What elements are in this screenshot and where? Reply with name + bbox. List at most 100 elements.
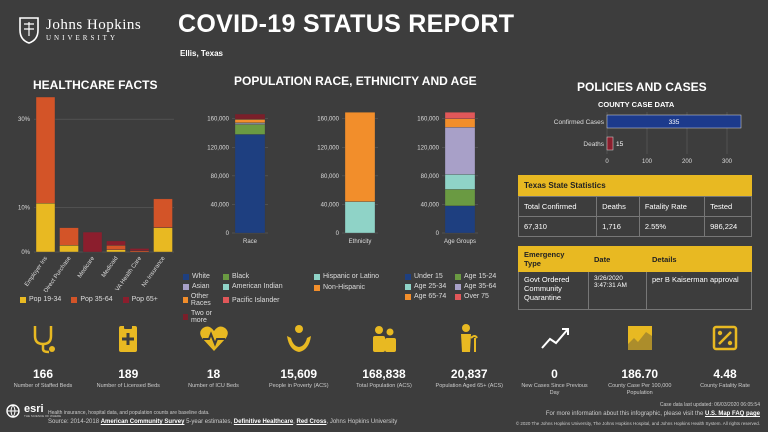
y-tick-label: 160,000: [207, 117, 229, 123]
stats-row: 166 Number of Staffed Beds 189 Number of…: [8, 322, 760, 397]
stat-value: 15,609: [280, 367, 318, 381]
table-header: Date: [588, 246, 647, 272]
footer-note: Health insurance, hospital data, and pop…: [48, 410, 210, 416]
copyright: © 2020 The Johns Hopkins University, The…: [515, 421, 760, 426]
logo-line2: UNIVERSITY: [46, 34, 118, 42]
stat-label: Number of Licensed Beds: [96, 383, 160, 389]
percent-icon: [712, 325, 738, 351]
bar-segment: [444, 189, 476, 207]
bar-segment: [344, 112, 376, 202]
bar-segment: [444, 205, 476, 234]
bar-segment: [106, 245, 126, 250]
population-title: POPULATION RACE, ETHNICITY AND AGE: [234, 74, 477, 88]
age-legend: Under 15 Age 15-24 Age 25-34 Age 35-64 A…: [405, 273, 505, 300]
bar-segment: [59, 227, 79, 246]
people-icon: [373, 326, 396, 352]
bar-segment: [35, 96, 56, 204]
emergency-details: per B Kaiserman approval: [646, 271, 752, 310]
table-header: Emergency Type: [518, 246, 589, 272]
y-tick-label: 40,000: [321, 202, 340, 208]
stat-label: Number of ICU Beds: [188, 383, 239, 389]
bar-segment: [234, 134, 266, 234]
stat-label: County Fatality Rate: [700, 383, 750, 389]
bar-segment: [234, 124, 266, 135]
legend-item: Pacific Islander: [223, 293, 293, 307]
jhu-logo[interactable]: Johns Hopkins UNIVERSITY: [18, 10, 168, 50]
globe-icon: [6, 404, 20, 418]
y-tick-label: 160,000: [417, 117, 439, 123]
y-tick-label: 30%: [18, 117, 31, 123]
data-label: 15: [616, 141, 624, 148]
emergency-date: 3/26/2020 3:47:31 AM: [588, 271, 647, 310]
bar-segment: [444, 127, 476, 175]
stat-label: People in Poverty (ACS): [268, 383, 329, 389]
stat-value: 166: [32, 367, 54, 381]
bar-segment: [153, 227, 173, 253]
page-title: COVID-19 STATUS REPORT: [178, 10, 515, 38]
x-axis-label: Ethnicity: [349, 239, 372, 245]
bar-segment: [234, 113, 266, 120]
emergency-type: Govt Ordered Community Quarantine: [518, 271, 589, 310]
stat-label: Number of Staffed Beds: [13, 383, 73, 389]
table-header: Fatality Rate: [638, 196, 706, 217]
faq-link[interactable]: U.S. Map FAQ page: [704, 411, 760, 417]
legend-item: White: [183, 273, 223, 280]
x-tick-label: Medicaid: [101, 256, 120, 279]
healthcare-title: HEALTHCARE FACTS: [33, 78, 158, 92]
map-icon: [627, 326, 652, 350]
legend-item: Two or more: [183, 310, 223, 324]
table-cell: 1,716: [596, 216, 640, 237]
y-tick-label: 80,000: [421, 174, 440, 180]
stethoscope-icon: [33, 326, 55, 354]
texas-stats-title: Texas State Statistics: [518, 175, 752, 196]
stat-label: Total Population (ACS): [356, 383, 412, 389]
table-cell: 2.55%: [638, 216, 706, 237]
bar-segment: [234, 123, 266, 125]
x-tick-label: Medicare: [77, 255, 96, 279]
stat-card: 168,838 Total Population (ACS): [349, 322, 419, 397]
y-tick-label: 120,000: [317, 145, 339, 151]
definitive-link[interactable]: Definitive Healthcare: [233, 419, 294, 425]
bar-segment: [106, 249, 126, 253]
bar-segment: [234, 119, 266, 123]
legend-item: Over 75: [455, 293, 505, 300]
bar-segment: [444, 174, 476, 190]
legend-item: Pop 35-64: [71, 296, 113, 303]
stat-card: 18 Number of ICU Beds: [179, 322, 249, 397]
stat-card: 0 New Cases Since Previous Day: [520, 322, 590, 397]
y-tick-label: 0%: [21, 250, 30, 256]
bar: [606, 114, 742, 129]
hands-icon: [286, 325, 311, 352]
legend-item: Non-Hispanic: [314, 284, 379, 291]
stat-label: County Case Per 100,000 Population: [608, 383, 672, 396]
bar-segment: [444, 112, 476, 119]
trend-icon: [540, 328, 569, 349]
x-tick-label: 200: [682, 159, 693, 165]
legend-item: Asian: [183, 283, 223, 290]
table-header: Tested: [704, 196, 752, 217]
legend-item: Pop 19-34: [20, 296, 61, 303]
age-chart: 0 40,000 80,000 120,000 160,000 Age Groups: [417, 112, 478, 245]
footer-source: Source: 2014-2018 American Community Sur…: [48, 419, 398, 425]
bar: [606, 136, 614, 151]
emergency-panel: Emergency Type Date Details Govt Ordered…: [518, 246, 752, 310]
bar-segment: [444, 118, 476, 128]
bar-segment: [35, 203, 56, 253]
redcross-link[interactable]: Red Cross: [296, 419, 327, 425]
y-tick-label: 0: [436, 231, 440, 237]
y-tick-label: 10%: [18, 206, 31, 212]
acs-link[interactable]: American Community Survey: [100, 419, 185, 425]
x-tick-label: 0: [605, 159, 609, 165]
data-label: 335: [669, 119, 680, 126]
heart-pulse-icon: [199, 326, 228, 351]
county-case-title: COUNTY CASE DATA: [598, 100, 675, 109]
esri-logo[interactable]: esri THE SCIENCE OF WHERE: [6, 404, 61, 418]
x-tick-label: VA Health Care: [115, 255, 144, 292]
legend-item: Other Races: [183, 293, 223, 307]
bar-segment: [344, 201, 376, 234]
category-label: Confirmed Cases: [554, 119, 605, 126]
bar-segment: [153, 198, 173, 228]
table-header: Details: [646, 246, 752, 272]
stat-value: 189: [118, 367, 139, 381]
